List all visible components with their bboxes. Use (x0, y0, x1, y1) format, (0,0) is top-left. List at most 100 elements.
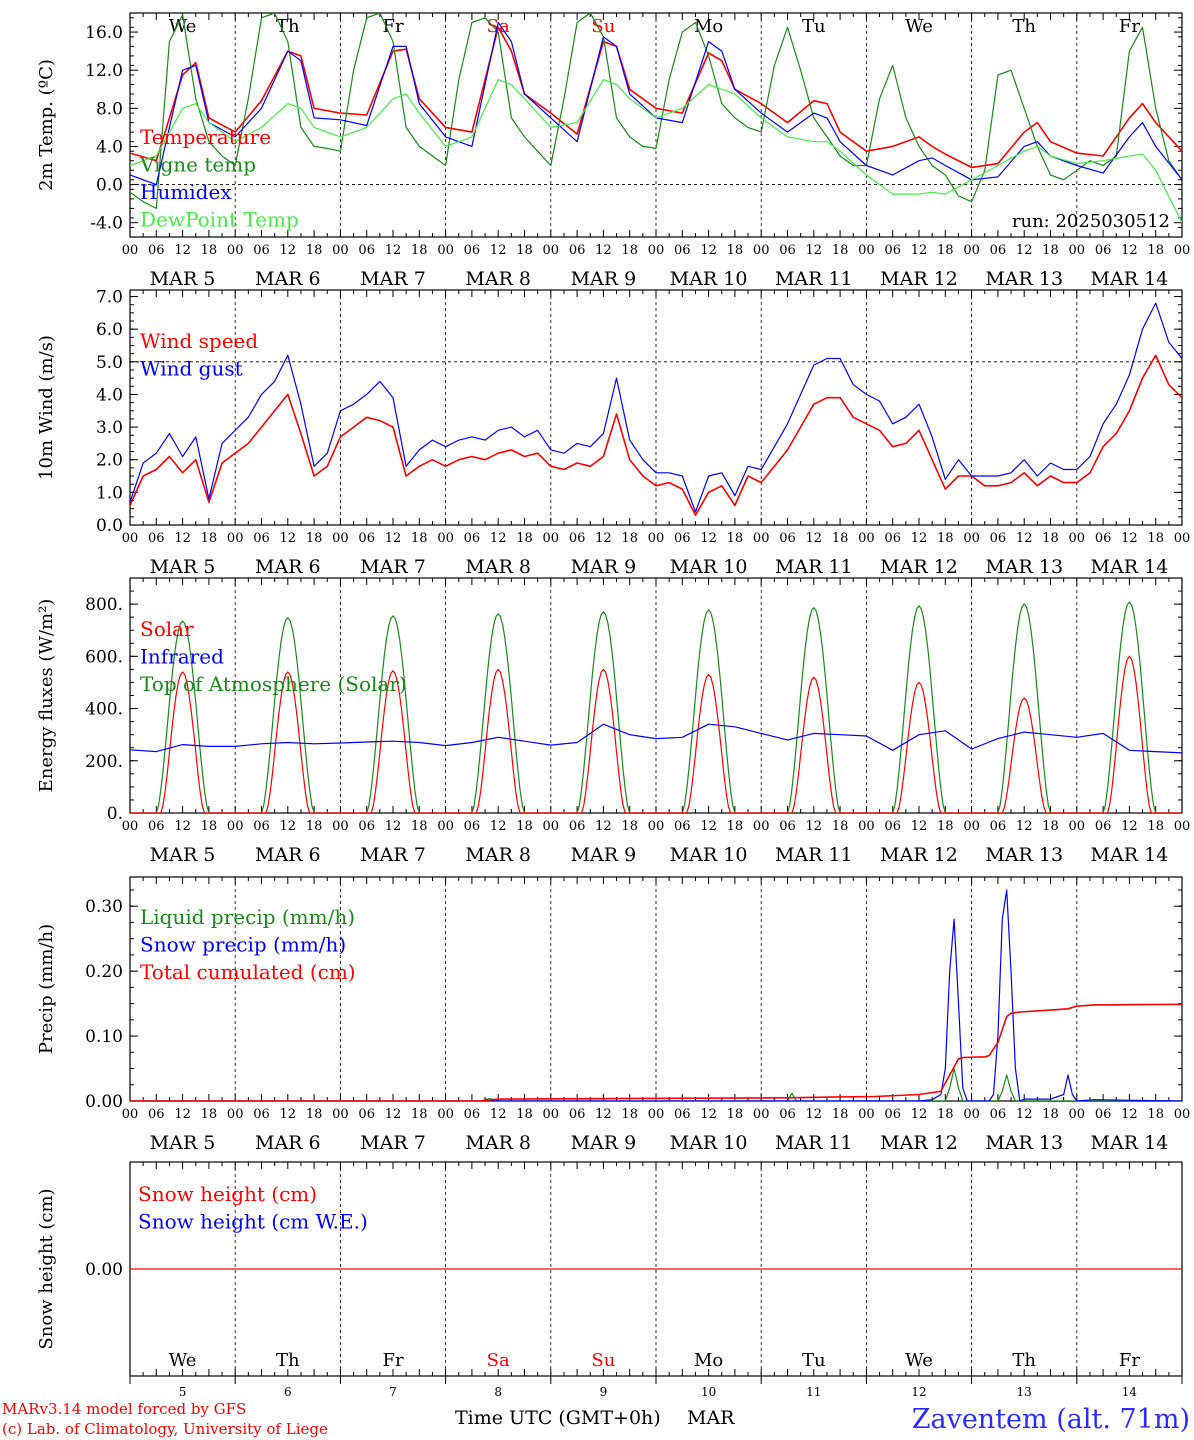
panel-4: 0.30 0.20 0.10 0.00 Precip (mm/h) 00 06 12 18 MAR… (36, 876, 1191, 1154)
hour-tick-label: 18 (411, 531, 428, 546)
hour-tick-label: 12 (700, 531, 717, 546)
hour-tick-label: 00 (858, 819, 875, 834)
hour-tick-label: 12 (174, 819, 191, 834)
hour-tick-label: 06 (464, 531, 481, 546)
hour-tick-label: 00 (648, 1107, 665, 1122)
hour-tick-label: 18 (516, 531, 533, 546)
date-label: MAR 13 (985, 1132, 1063, 1154)
panel-frame (129, 12, 1183, 238)
date-label: MAR 8 (465, 556, 531, 578)
hour-tick-label: 06 (569, 1107, 586, 1122)
y-tick-label: 7.0 (96, 288, 123, 308)
hour-tick-label: 06 (358, 819, 375, 834)
day-number-label: 7 (389, 1385, 397, 1399)
date-label: MAR 13 (985, 556, 1063, 578)
legend-entry: Snow precip (mm/h) (140, 933, 346, 957)
hour-tick-label: 00 (332, 243, 349, 258)
y-tick-label: 800. (85, 595, 123, 615)
date-label: MAR 9 (571, 268, 637, 290)
y-tick-label: 3.0 (96, 418, 123, 438)
weekday-label: We (169, 16, 197, 37)
legend-entry: Snow height (cm W.E.) (138, 1210, 368, 1234)
panel-3: 800. 600. 400. 200. 0. Energy fluxes (W/m²) 00… (36, 577, 1190, 866)
hour-tick-label: 18 (306, 531, 323, 546)
day-number-label: 6 (284, 1385, 292, 1399)
hour-tick-label: 06 (990, 819, 1007, 834)
hour-tick-label: 00 (227, 243, 244, 258)
hour-tick-label: 00 (1174, 1107, 1191, 1122)
hour-tick-label: 06 (779, 1107, 796, 1122)
day-number-label: 9 (600, 1385, 608, 1399)
hour-tick-label: 06 (358, 531, 375, 546)
hour-tick-label: 00 (648, 819, 665, 834)
hour-tick-label: 00 (332, 1107, 349, 1122)
day-number-label: 10 (701, 1385, 716, 1399)
hour-tick-label: 06 (674, 531, 691, 546)
hour-tick-label: 18 (937, 531, 954, 546)
series-group (130, 13, 1182, 223)
day-number-label: 13 (1017, 1385, 1032, 1399)
y-tick-label: 0.20 (85, 962, 123, 982)
hour-tick-label: 12 (595, 243, 612, 258)
dewpoint-temp-line (130, 79, 1182, 223)
hour-tick-label: 18 (516, 243, 533, 258)
series-group (130, 302, 1182, 517)
date-label: MAR 11 (775, 268, 853, 290)
hour-tick-label: 18 (1147, 1107, 1164, 1122)
panel-1: 16.0 12.0 8.0 4.0 0.0 -4.0 2m Temp. (ºC) 00 06 12… (36, 12, 1190, 290)
hour-tick-label: 00 (543, 819, 560, 834)
liquid-precip-mm-h-line (130, 1067, 1182, 1101)
hour-tick-label: 06 (1095, 1107, 1112, 1122)
y-axis-label: Precip (mm/h) (36, 924, 57, 1054)
hour-tick-label: 06 (990, 1107, 1007, 1122)
temperature-line (130, 26, 1182, 169)
hour-tick-label: 12 (1016, 1107, 1033, 1122)
hour-tick-label: 18 (621, 531, 638, 546)
lab-credit: (c) Lab. of Climatology, University of L… (2, 1420, 328, 1438)
hour-tick-label: 06 (990, 243, 1007, 258)
hour-tick-label: 00 (858, 531, 875, 546)
hour-tick-label: 00 (648, 531, 665, 546)
y-tick-label: 5.0 (96, 353, 123, 373)
legend-entry: DewPoint Temp (140, 208, 299, 232)
hour-tick-label: 00 (963, 819, 980, 834)
series-group (130, 889, 1182, 1101)
hour-tick-label: 00 (543, 531, 560, 546)
date-label: MAR 9 (571, 844, 637, 866)
hour-tick-label: 18 (516, 1107, 533, 1122)
y-axis-label: Energy fluxes (W/m²) (36, 599, 57, 793)
hour-tick-label: 06 (148, 1107, 165, 1122)
hour-tick-label: 12 (911, 531, 928, 546)
date-label: MAR 10 (670, 556, 748, 578)
time-axis-label: Time UTC (GMT+0h) (455, 1407, 661, 1429)
hour-tick-label: 00 (963, 531, 980, 546)
hour-tick-label: 00 (858, 1107, 875, 1122)
hour-tick-label: 06 (358, 1107, 375, 1122)
date-label: MAR 12 (880, 844, 958, 866)
hour-tick-label: 00 (543, 243, 560, 258)
hour-tick-label: 06 (674, 243, 691, 258)
hour-tick-label: 12 (911, 243, 928, 258)
date-label: MAR 12 (880, 1132, 958, 1154)
date-label: MAR 11 (775, 1132, 853, 1154)
hour-tick-label: 06 (358, 243, 375, 258)
hour-tick-label: 18 (1147, 531, 1164, 546)
hour-tick-label: 18 (621, 243, 638, 258)
y-tick-label: 6.0 (96, 320, 123, 340)
hour-tick-label: 06 (569, 531, 586, 546)
hour-tick-label: 18 (832, 819, 849, 834)
date-label: MAR 14 (1091, 556, 1169, 578)
hour-tick-label: 12 (911, 819, 928, 834)
date-label: MAR 7 (360, 268, 426, 290)
hour-tick-label: 06 (464, 819, 481, 834)
snow-precip-mm-h-line (130, 889, 1182, 1101)
hour-tick-label: 06 (779, 243, 796, 258)
hour-tick-label: 00 (963, 1107, 980, 1122)
date-label: MAR 7 (360, 844, 426, 866)
hour-tick-label: 00 (122, 243, 139, 258)
hour-tick-label: 00 (1069, 1107, 1086, 1122)
hour-tick-label: 12 (1016, 243, 1033, 258)
date-label: MAR 14 (1091, 844, 1169, 866)
hour-tick-label: 06 (148, 819, 165, 834)
hour-tick-label: 12 (595, 1107, 612, 1122)
